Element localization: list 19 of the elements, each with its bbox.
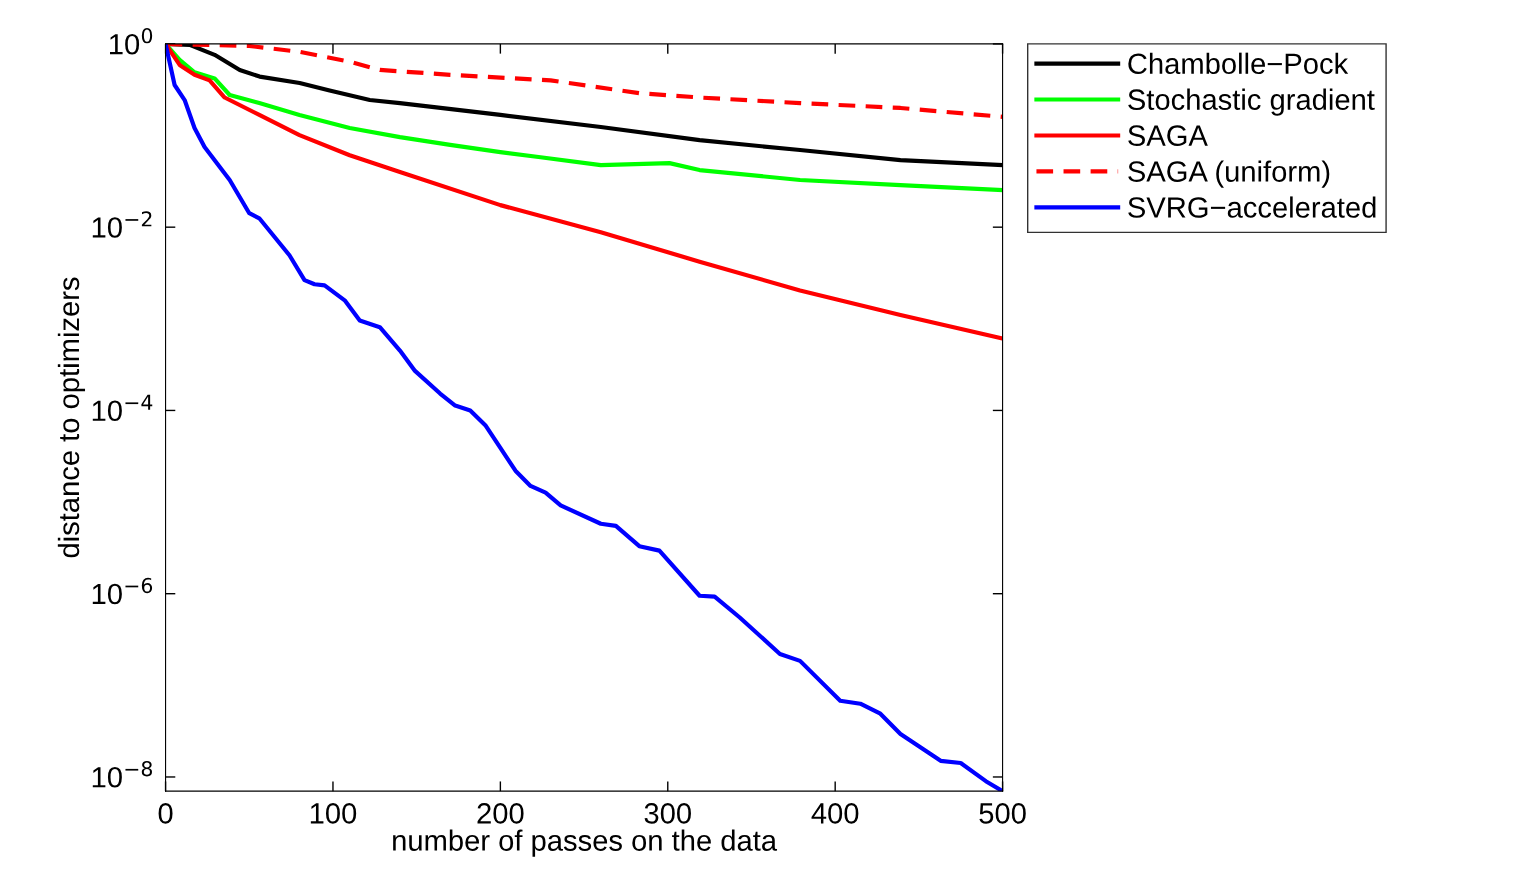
y-tick-label: 10$^{−8}$ bbox=[92, 761, 152, 788]
x-tick-label: 0 bbox=[158, 803, 173, 824]
x-tick-label: 300 bbox=[644, 803, 691, 824]
x-tick-label: 200 bbox=[477, 803, 524, 824]
legend-label: SAGA (uniform) bbox=[1128, 160, 1330, 188]
legend-label: SAGA bbox=[1128, 125, 1208, 146]
y-tick-label: 10$^{−6}$ bbox=[92, 577, 153, 605]
legend-label: SVRG−accelerated bbox=[1128, 196, 1376, 218]
x-tick-label: 100 bbox=[310, 803, 357, 824]
y-tick-label: 10$^{0}$ bbox=[110, 27, 153, 55]
y-tick-label: 10$^{−2}$ bbox=[92, 211, 152, 238]
x-axis-title: number of passes on the data bbox=[393, 829, 778, 857]
x-tick-label: 500 bbox=[979, 803, 1026, 824]
x-tick-label: 400 bbox=[811, 803, 859, 824]
legend-label: Chambolle−Pock bbox=[1128, 52, 1349, 75]
legend-label: Stochastic gradient bbox=[1128, 88, 1375, 116]
line-series bbox=[165, 43, 1003, 792]
y-tick-label: 10$^{−4}$ bbox=[92, 394, 153, 422]
y-axis-title: distance to optimizers bbox=[57, 277, 86, 558]
